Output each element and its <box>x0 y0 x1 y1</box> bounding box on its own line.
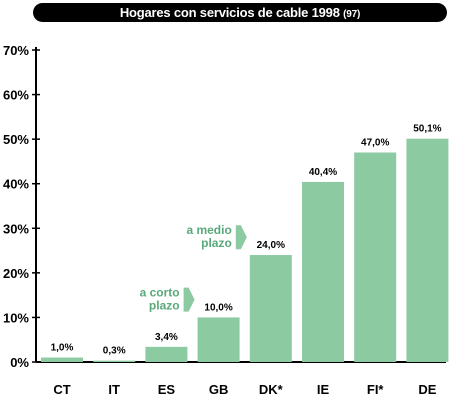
y-tick-label: 40% <box>3 177 29 192</box>
x-tick-label: IE <box>317 382 330 397</box>
annotation-text: a corto <box>140 286 180 300</box>
chart-title-bar: Hogares con servicios de cable 1998 (97) <box>33 3 447 22</box>
chart-title: Hogares con servicios de cable 1998 <box>119 5 340 20</box>
annotation-text: a medio <box>186 223 231 237</box>
x-axis-ticks: CT IT ES GB DK* IE FI* DE <box>53 382 436 397</box>
chart-title-note: (97) <box>343 9 361 20</box>
y-tick-label: 30% <box>3 221 29 236</box>
y-tick-label: 50% <box>3 132 29 147</box>
bars <box>41 138 449 362</box>
bar <box>406 138 449 362</box>
bar <box>354 152 397 362</box>
x-tick-label: GB <box>209 382 229 397</box>
data-label: 24,0% <box>257 240 285 251</box>
x-tick-label: IT <box>108 382 120 397</box>
data-label: 40,4% <box>309 167 337 178</box>
y-tick-label: 10% <box>3 310 29 325</box>
data-label: 0,3% <box>103 346 126 357</box>
data-label: 1,0% <box>51 343 74 354</box>
x-tick-label: FI* <box>367 382 385 397</box>
y-tick-label: 20% <box>3 266 29 281</box>
y-tick-label: 0% <box>10 355 29 370</box>
x-tick-label: ES <box>158 382 176 397</box>
arrow-shape <box>235 225 247 250</box>
bar <box>93 360 136 362</box>
x-tick-label: DK* <box>259 382 284 397</box>
annotation-text: plazo <box>149 299 180 313</box>
x-tick-label: DE <box>418 382 436 397</box>
y-tick-label: 60% <box>3 88 29 103</box>
bar <box>145 346 188 362</box>
bar <box>197 317 240 362</box>
data-label: 10,0% <box>204 302 232 313</box>
x-tick-label: CT <box>53 382 70 397</box>
bar <box>302 181 344 362</box>
data-labels: 1,0% 0,3% 3,4% 10,0% 24,0% 40,4% 47,0% 50,1% <box>51 124 442 357</box>
data-label: 47,0% <box>361 138 389 149</box>
annotation-text: plazo <box>201 236 232 250</box>
bar <box>249 255 292 362</box>
data-label: 50,1% <box>413 124 441 135</box>
y-tick-label: 70% <box>3 43 29 58</box>
arrow-shape <box>183 287 195 312</box>
bar <box>41 357 83 362</box>
data-label: 3,4% <box>155 332 178 343</box>
